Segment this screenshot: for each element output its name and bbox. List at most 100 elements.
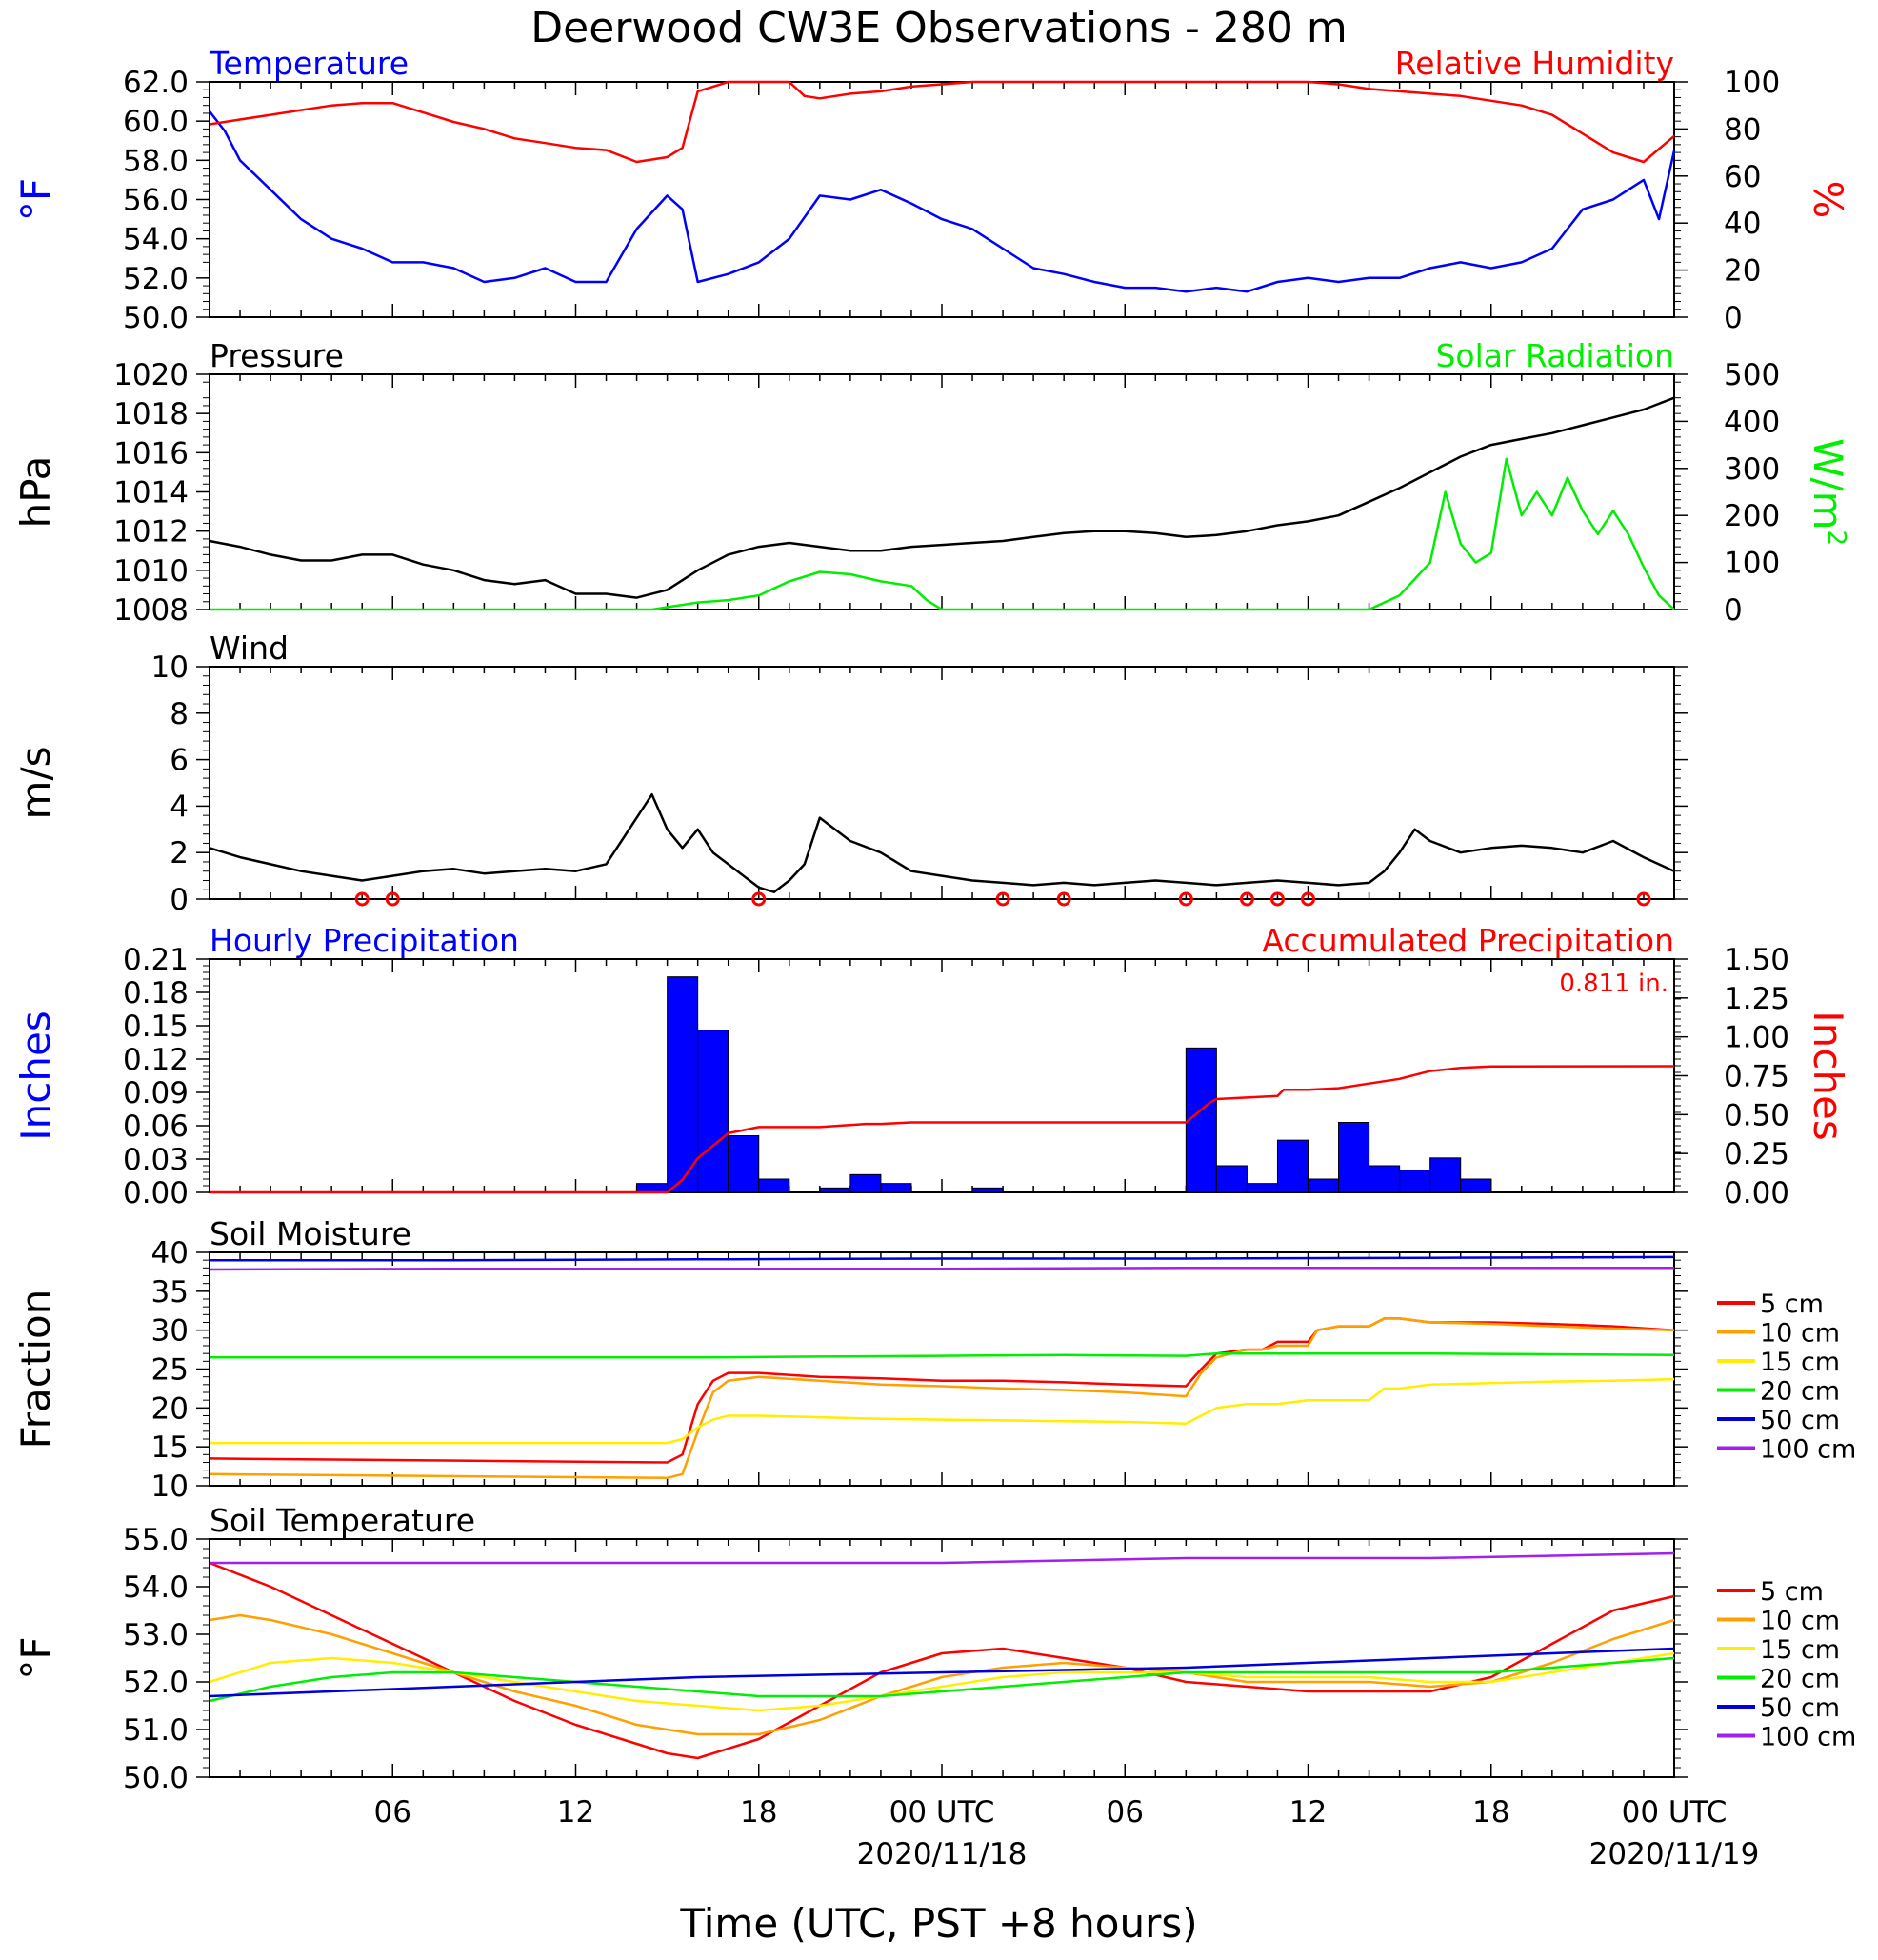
y-tick-label-left: 1016 [113, 436, 189, 470]
precip-bar [1185, 1047, 1217, 1193]
precip-bar [1308, 1178, 1340, 1193]
panel-label-left: Soil Moisture [210, 1215, 411, 1252]
series-line-20cm [209, 1656, 1675, 1703]
y-tick-label-left: 0.00 [123, 1176, 189, 1210]
x-tick-label: 18 [740, 1795, 777, 1830]
series-line-0 [209, 110, 1676, 293]
y-tick-label-right: 100 [1724, 547, 1780, 581]
y-tick-label-left: 10 [151, 1470, 189, 1504]
x-tick-label: 00 UTC [889, 1795, 995, 1830]
precip-bar [758, 1178, 790, 1193]
panel-label-right: Accumulated Precipitation [1262, 922, 1674, 959]
calm-wind-marker [385, 891, 400, 907]
y-axis-title-left: °F [12, 178, 59, 221]
precip-bar [880, 1183, 912, 1193]
y-tick-label-left: 30 [151, 1314, 189, 1349]
series-line-100cm [209, 1267, 1674, 1271]
y-tick-label-left: 10 [151, 650, 189, 685]
series-line-0 [209, 792, 1675, 893]
calm-wind-marker [1056, 891, 1071, 907]
y-tick-label-left: 40 [151, 1236, 189, 1270]
legend-label: 10 cm [1760, 1607, 1840, 1636]
y-tick-label-right: 1.25 [1724, 982, 1789, 1016]
y-axis-title-left: Fraction [12, 1290, 59, 1450]
legend-label: 100 cm [1760, 1435, 1856, 1465]
calm-wind-marker [1269, 891, 1285, 907]
x-tick-label: 18 [1472, 1795, 1509, 1830]
calm-wind-marker [995, 891, 1010, 907]
x-tick-date-label: 2020/11/19 [1589, 1837, 1760, 1871]
series-line-20cm [210, 1351, 1675, 1359]
series-line-50cm [210, 1255, 1675, 1262]
y-axis-title-left: °F [12, 1636, 59, 1679]
y-tick-label-left: 0.15 [123, 1010, 189, 1044]
y-tick-label-left: 0.12 [123, 1043, 189, 1077]
series-line-15cm [210, 1377, 1675, 1445]
panel-temperature_humidity: 50.0 52.0 54.0 56.0 58.0 60.0 62.0 0 20 40 60 80 100… [12, 45, 1851, 335]
accumulated-total-label: 0.811 in. [1559, 970, 1668, 998]
y-tick-label-left: 0.06 [123, 1110, 189, 1144]
series-line-1 [209, 80, 1675, 164]
precip-bar [819, 1187, 851, 1193]
y-tick-label-left: 56.0 [123, 184, 189, 218]
y-tick-label-left: 53.0 [123, 1618, 189, 1652]
y-tick-label-left: 1018 [113, 397, 189, 431]
y-tick-label-left: 60.0 [123, 105, 189, 139]
panel-soil_temperature: 50.0 51.0 52.0 53.0 54.0 55.0 Soil Temperature… [12, 1502, 1856, 1871]
y-tick-label-right: 200 [1724, 499, 1780, 533]
y-tick-label-left: 52.0 [123, 262, 189, 296]
y-tick-label-left: 62.0 [123, 66, 189, 100]
y-tick-label-left: 54.0 [123, 1570, 189, 1605]
series-line-5cm [209, 1561, 1675, 1760]
y-tick-label-left: 8 [170, 697, 189, 731]
calm-wind-marker [751, 891, 767, 907]
legend-label: 10 cm [1760, 1319, 1840, 1349]
precip-bar [636, 1183, 669, 1193]
chart-title: Deerwood CW3E Observations - 280 m [530, 4, 1347, 52]
calm-wind-marker [354, 891, 370, 907]
x-tick-label: 12 [1289, 1795, 1327, 1830]
plot-frame [209, 81, 1675, 318]
panel-label-right: Solar Radiation [1435, 337, 1674, 374]
panel-wind: 0 2 4 6 8 10 Wind m/s [12, 630, 1688, 917]
y-tick-label-left: 1008 [113, 593, 189, 628]
x-tick-label: 00 UTC [1622, 1795, 1728, 1830]
y-tick-label-left: 55.0 [123, 1523, 189, 1557]
series-line-5cm [209, 1317, 1675, 1464]
legend-label: 20 cm [1760, 1665, 1840, 1694]
y-tick-label-right: 400 [1724, 405, 1780, 439]
y-tick-label-right: 0.25 [1724, 1137, 1789, 1171]
y-tick-label-right: 0 [1724, 301, 1743, 335]
precip-bar [1246, 1183, 1278, 1193]
y-tick-label-left: 1014 [113, 476, 189, 510]
x-axis-title: Time (UTC, PST +8 hours) [679, 1900, 1197, 1947]
x-tick-label: 06 [374, 1795, 411, 1830]
precip-bar [1276, 1139, 1309, 1193]
y-tick-label-left: 0.18 [123, 976, 189, 1010]
y-tick-label-right: 0 [1724, 593, 1743, 628]
x-tick-label: 12 [557, 1795, 594, 1830]
y-tick-label-right: 80 [1724, 112, 1761, 147]
precip-bar [1399, 1170, 1431, 1193]
x-tick-date-label: 2020/11/18 [857, 1837, 1028, 1871]
panel-label-left: Temperature [209, 45, 409, 82]
y-tick-label-left: 6 [170, 744, 189, 778]
precip-bar [1369, 1165, 1401, 1193]
y-tick-label-right: 300 [1724, 452, 1780, 487]
y-tick-label-left: 2 [170, 836, 189, 870]
y-tick-label-right: 0.50 [1724, 1098, 1789, 1132]
precip-bar [1460, 1178, 1492, 1193]
y-tick-label-left: 51.0 [123, 1713, 189, 1748]
precip-bar [697, 1030, 729, 1193]
legend-label: 100 cm [1760, 1723, 1856, 1752]
y-tick-label-left: 25 [151, 1353, 189, 1388]
series-line-10cm [209, 1317, 1675, 1480]
legend-label: 20 cm [1760, 1377, 1840, 1407]
y-tick-label-right: 1.50 [1724, 943, 1789, 977]
y-tick-label-left: 1020 [113, 358, 189, 392]
y-tick-label-left: 0.21 [123, 943, 189, 977]
calm-wind-marker [1178, 891, 1193, 907]
plot-frame [209, 1251, 1675, 1487]
